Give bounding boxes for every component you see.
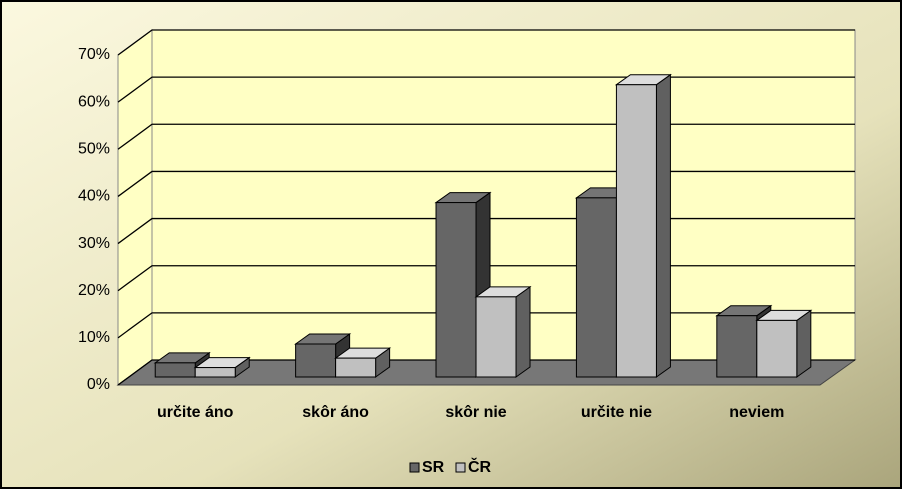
- bar-front: [194, 367, 236, 378]
- y-tick-label: 0%: [87, 376, 110, 393]
- bar-front: [756, 319, 798, 378]
- legend-label: ČR: [468, 457, 492, 476]
- x-tick-label: určite nie: [581, 404, 652, 421]
- y-tick-label: 50%: [78, 141, 110, 158]
- bar: [193, 356, 251, 378]
- side-wall: [117, 29, 153, 386]
- y-tick-label: 30%: [78, 235, 110, 252]
- bar-side: [655, 73, 671, 378]
- bar-side: [796, 309, 812, 378]
- legend-swatch: [455, 462, 466, 473]
- y-tick-label: 70%: [78, 46, 110, 63]
- bar-front: [435, 202, 477, 378]
- legend-swatch: [409, 462, 420, 473]
- bar: [334, 347, 392, 378]
- grid-line: [117, 29, 855, 56]
- y-tick-label: 20%: [78, 282, 110, 299]
- x-tick-label: skôr nie: [445, 404, 506, 421]
- y-tick-label: 10%: [78, 329, 110, 346]
- bar-front: [575, 197, 617, 378]
- bar-front: [154, 362, 196, 378]
- bar-side: [515, 285, 531, 378]
- bar-front: [615, 84, 657, 378]
- y-tick-label: 60%: [78, 93, 110, 110]
- x-tick-label: skôr áno: [302, 404, 369, 421]
- grid-line: [117, 76, 855, 103]
- bar: [294, 333, 352, 378]
- y-tick-label: 40%: [78, 188, 110, 205]
- legend-label: SR: [422, 459, 445, 476]
- x-tick-label: neviem: [729, 404, 784, 421]
- bar-front: [335, 357, 377, 378]
- x-tick-label: určite áno: [157, 404, 234, 421]
- bar-front: [716, 315, 758, 378]
- bar: [474, 285, 532, 378]
- bar: [614, 73, 672, 378]
- bar-front: [295, 343, 337, 378]
- bar: [755, 309, 813, 378]
- bar-front: [475, 296, 517, 378]
